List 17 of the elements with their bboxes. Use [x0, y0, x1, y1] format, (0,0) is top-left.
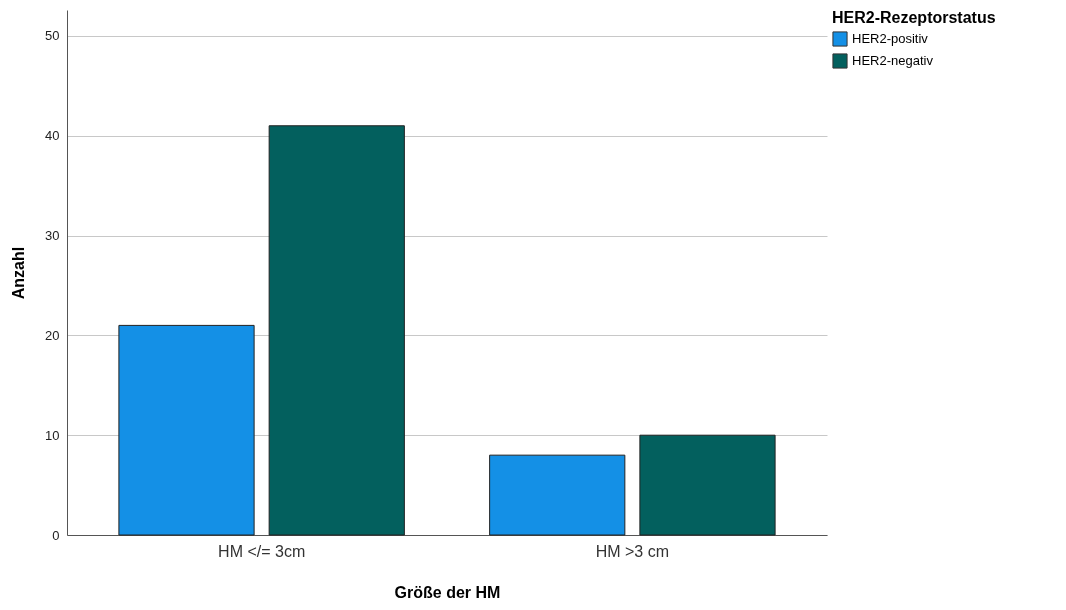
bar	[489, 454, 626, 536]
y-axis-title: Anzahl	[10, 246, 28, 300]
y-tick-label: 40	[45, 128, 60, 144]
legend-label: HER2-negativ	[852, 53, 934, 68]
y-tick-label: 50	[45, 28, 60, 44]
x-tick-label: HM >3 cm	[595, 542, 670, 560]
y-tick-label: 30	[45, 228, 60, 244]
bar	[118, 324, 255, 536]
legend-label: HER2-positiv	[852, 31, 929, 46]
x-tick-label: HM </= 3cm	[218, 542, 306, 560]
legend-title: HER2-Rezeptorstatus	[832, 9, 996, 26]
x-axis-title: Größe der HM	[394, 583, 501, 601]
y-tick-label: 0	[52, 527, 60, 543]
bar	[639, 434, 776, 536]
y-tick-label: 10	[45, 427, 60, 443]
bar	[268, 125, 405, 536]
y-tick-label: 20	[45, 327, 60, 343]
